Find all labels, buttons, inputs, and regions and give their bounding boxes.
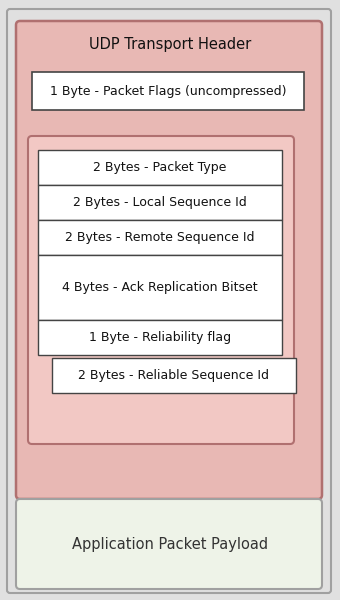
Bar [38,150,282,185]
Text: 1 Byte - Reliability flag: 1 Byte - Reliability flag [89,331,231,344]
Text: 1 Byte - Packet Flags (uncompressed): 1 Byte - Packet Flags (uncompressed) [50,85,286,97]
Bar [32,72,304,110]
Text: Application Packet Payload: Application Packet Payload [72,536,268,551]
Text: 4 Bytes - Ack Replication Bitset: 4 Bytes - Ack Replication Bitset [62,281,258,294]
FancyBboxPatch shape [7,9,331,593]
Text: 2 Bytes - Reliable Sequence Id: 2 Bytes - Reliable Sequence Id [79,369,270,382]
Text: 2 Bytes - Remote Sequence Id: 2 Bytes - Remote Sequence Id [65,231,255,244]
Bar [38,255,282,320]
Text: UDP Transport Header: UDP Transport Header [89,37,251,52]
FancyBboxPatch shape [16,499,322,589]
Bar [52,358,296,393]
FancyBboxPatch shape [28,136,294,444]
Text: 2 Bytes - Packet Type: 2 Bytes - Packet Type [93,161,227,174]
Bar [38,185,282,220]
FancyBboxPatch shape [16,21,322,499]
Bar [38,220,282,255]
Bar [38,320,282,355]
Text: 2 Bytes - Local Sequence Id: 2 Bytes - Local Sequence Id [73,196,247,209]
